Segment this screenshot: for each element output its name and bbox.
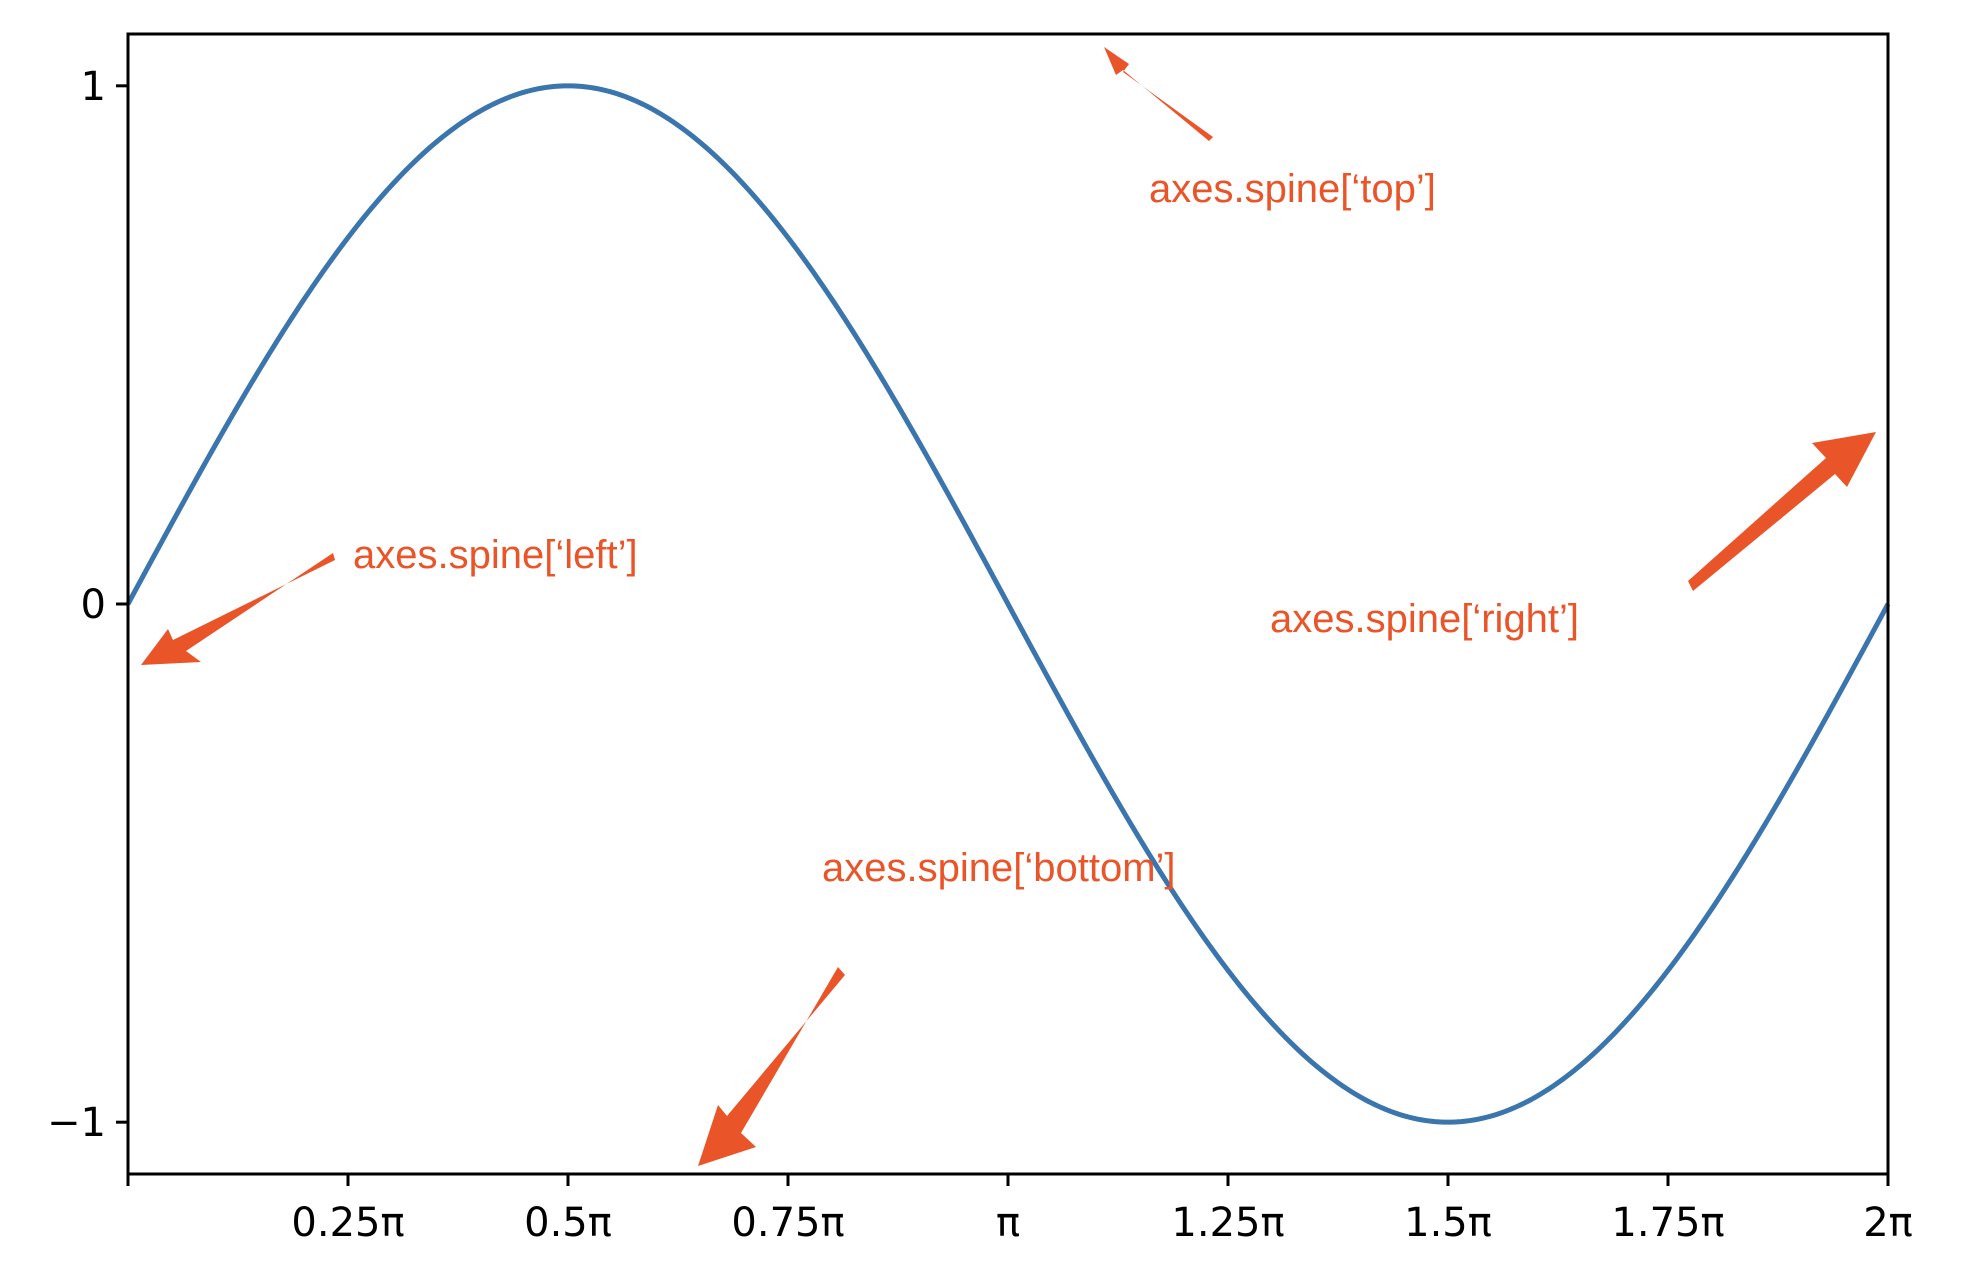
annotation-bottom-label: axes.spine[‘bottom’]: [822, 846, 1176, 890]
arrow-icon: [1104, 47, 1213, 141]
y-tick-label: 1: [81, 64, 106, 110]
x-tick-label: 0.5π: [524, 1200, 612, 1246]
x-tick-label: 1.25π: [1171, 1200, 1284, 1246]
arrow-icon: [1688, 432, 1876, 591]
x-tick-label: 0.75π: [731, 1200, 844, 1246]
x-tick-label: 0.25π: [291, 1200, 404, 1246]
annotation-top: axes.spine[‘top’]: [1104, 47, 1436, 211]
x-tick-label: π: [996, 1200, 1020, 1246]
annotation-left: axes.spine[‘left’]: [141, 533, 638, 665]
x-tick-label: 1.75π: [1611, 1200, 1724, 1246]
plot-area: [125, 32, 1891, 1176]
arrow-icon: [698, 967, 845, 1166]
annotation-right: axes.spine[‘right’]: [1270, 432, 1876, 641]
annotation-top-label: axes.spine[‘top’]: [1149, 167, 1436, 211]
x-tick-label: 2π: [1863, 1200, 1913, 1246]
annotations: axes.spine[‘top’] axes.spine[‘left’] axe…: [141, 47, 1876, 1166]
arrow-icon: [141, 553, 335, 665]
annotation-right-label: axes.spine[‘right’]: [1270, 597, 1579, 641]
sine-series-line: [125, 83, 1891, 1125]
x-axis-ticks: 0.25π 0.5π 0.75π π 1.25π 1.5π 1.75π 2π: [126, 1174, 1913, 1246]
y-tick-label: 0: [81, 582, 106, 628]
y-axis-ticks: 1 0 −1: [47, 64, 128, 1146]
y-tick-label: −1: [47, 1100, 106, 1146]
x-tick-label: 1.5π: [1404, 1200, 1492, 1246]
annotation-left-label: axes.spine[‘left’]: [353, 533, 638, 577]
annotation-bottom: axes.spine[‘bottom’]: [698, 846, 1176, 1166]
